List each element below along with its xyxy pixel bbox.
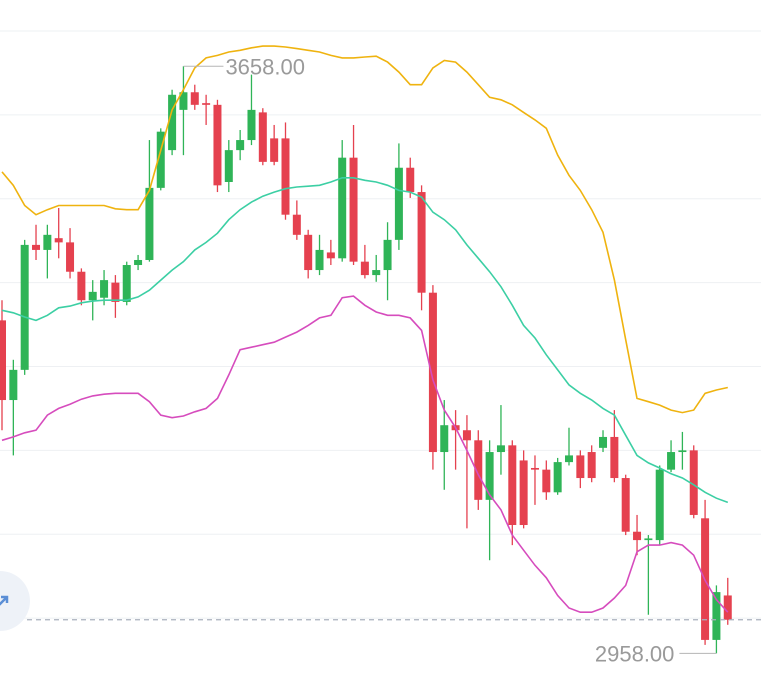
candle-body — [440, 425, 449, 453]
candle-body — [530, 467, 539, 470]
band-line — [1, 177, 729, 504]
candle-body — [134, 259, 143, 266]
candle-body — [9, 369, 18, 401]
candle-body — [508, 445, 517, 526]
candle-body — [633, 531, 642, 541]
candle-body — [258, 112, 267, 162]
candle-body — [712, 592, 721, 640]
candle-body — [394, 167, 403, 240]
high-label: 3658.00 — [225, 54, 305, 79]
candle-body — [270, 138, 279, 162]
candle-body — [372, 270, 381, 276]
candle-body — [20, 244, 29, 370]
candle-body — [190, 92, 199, 105]
candle-body — [213, 104, 222, 186]
candle-body — [576, 455, 585, 479]
band-line — [1, 45, 728, 414]
candle-body — [587, 452, 596, 479]
candle-body — [644, 538, 653, 541]
candle-body — [417, 192, 426, 293]
candle-body — [621, 478, 630, 532]
candle-body — [542, 469, 551, 493]
candle-body — [553, 462, 562, 493]
candle-body — [326, 252, 335, 259]
candle-body — [485, 452, 494, 500]
candle-body — [304, 234, 313, 271]
candle-body — [723, 595, 732, 620]
candle-body — [54, 238, 63, 243]
candle-body — [462, 430, 471, 441]
candles — [0, 45, 732, 654]
candle-body — [145, 187, 154, 260]
candle-body — [111, 282, 120, 302]
candle-body — [179, 92, 188, 110]
candle-body — [100, 280, 109, 298]
candle-body — [519, 460, 528, 526]
nav-arrow — [0, 595, 9, 606]
candle-body — [667, 452, 676, 470]
candle-body — [32, 244, 41, 250]
candle-body — [610, 436, 619, 479]
band-line — [1, 295, 729, 613]
candle-body — [292, 214, 301, 235]
nav-button-bg — [0, 571, 30, 631]
candle-body — [338, 157, 347, 259]
candle-body — [66, 242, 75, 272]
candle-body — [565, 455, 573, 463]
candle-body — [236, 140, 245, 151]
candle-body — [496, 445, 505, 453]
candle-body — [281, 138, 290, 215]
candle-body — [383, 239, 392, 271]
low-label: 2958.00 — [595, 641, 675, 666]
nav-button[interactable] — [0, 571, 30, 631]
candle-body — [599, 436, 608, 448]
candle-body — [247, 109, 256, 141]
candle-body — [168, 94, 177, 151]
candle-body — [689, 450, 698, 515]
candle-body — [315, 249, 324, 271]
candle-body — [202, 103, 211, 105]
candle-body — [156, 131, 165, 188]
candle-body — [474, 440, 483, 500]
candle-body — [428, 292, 437, 453]
candle-body — [88, 291, 97, 301]
candle-body — [77, 271, 86, 301]
candle-body — [43, 234, 52, 250]
candle-body — [122, 265, 131, 302]
candle-body — [349, 157, 358, 262]
candle-body — [0, 320, 6, 401]
candle-body — [406, 167, 415, 193]
candle-body — [224, 150, 233, 182]
grid — [0, 30, 761, 619]
candle-body — [655, 469, 664, 541]
candle-body — [360, 261, 369, 276]
candle-body — [678, 450, 687, 453]
